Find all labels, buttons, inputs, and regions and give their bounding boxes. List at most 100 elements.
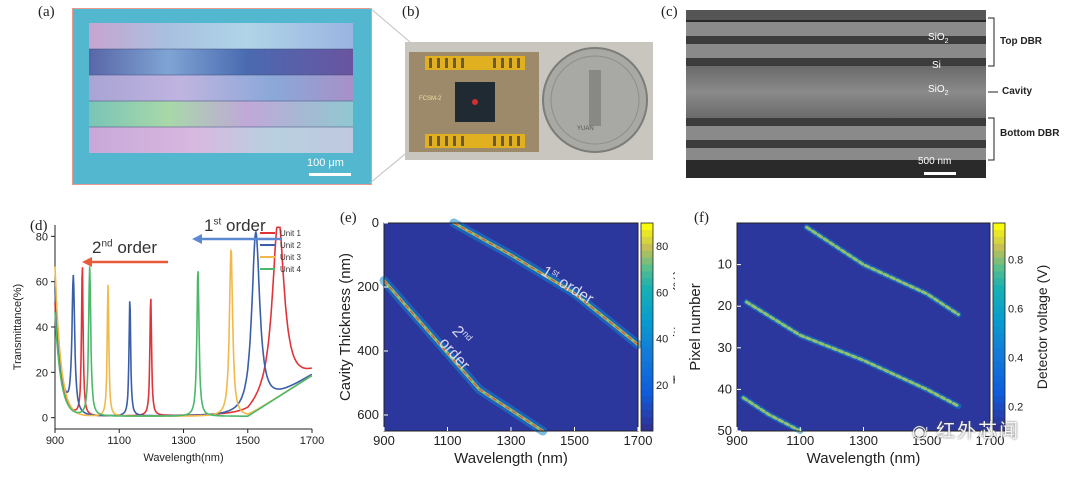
colorbar-tick-label: 0.2 [1008, 402, 1023, 414]
heatmap-band [741, 396, 802, 433]
colorbar-segment [641, 368, 653, 377]
colorbar-segment [641, 257, 653, 266]
x-tick-label: 1100 [434, 433, 462, 448]
panel-d-label: (d) [30, 218, 48, 234]
x-tick-label: 1300 [497, 433, 526, 448]
colorbar-segment [993, 257, 1005, 266]
colorbar-segment [993, 410, 1005, 418]
colorbar-segment [993, 264, 1005, 273]
x-tick-label: 900 [373, 433, 395, 448]
series-line-unit-4 [54, 266, 313, 417]
colorbar-segment [993, 285, 1005, 293]
colorbar-segment [993, 292, 1005, 300]
colorbar-segment [641, 403, 653, 411]
colorbar-segment [641, 243, 653, 252]
y-axis-title: Cavity Thickness (nm) [337, 253, 354, 401]
colorbar-title: Detector voltage (V) [1034, 265, 1050, 390]
colorbar-segment [641, 375, 653, 383]
heatmap-background [737, 223, 990, 431]
colorbar-segment [993, 417, 1005, 425]
colorbar-segment [993, 361, 1005, 370]
order-sup: st [213, 216, 222, 228]
colorbar-segment [993, 223, 1005, 231]
x-axis-title: Wavelength (nm) [807, 450, 921, 467]
colorbar-segment [993, 375, 1005, 383]
colorbar-segment [993, 368, 1005, 377]
first-order-annotation: 1st order [204, 216, 266, 236]
colorbar-frame [992, 222, 1006, 432]
panel-c-label: (c) [661, 4, 678, 20]
colorbar-segment [641, 285, 653, 293]
bracket-bottom-dbr: Bottom DBR [1000, 128, 1060, 139]
panel-c-sem-image: SiO2 Si SiO2 500 nm [686, 10, 986, 178]
y-tick-label: 30 [718, 340, 732, 355]
colorbar-tick-label: 20 [656, 380, 668, 392]
colorbar-segment [993, 403, 1005, 411]
blue-arrow [192, 234, 282, 244]
colorbar-segment [993, 382, 1005, 390]
chip-label: FCSM-2 [419, 96, 442, 102]
bracket-top-dbr: Top DBR [1000, 36, 1043, 47]
watermark-text: 红外芯闻 [936, 421, 1021, 442]
legend-label: Unit 4 [280, 265, 301, 274]
y-tick-label: 40 [718, 381, 732, 396]
legend-label: Unit 1 [280, 229, 301, 238]
colorbar-segment [641, 306, 653, 314]
wechat-icon: ◉ [912, 422, 929, 441]
colorbar-tick-label: 0.8 [1008, 255, 1023, 267]
watermark: ◉ 红外芯闻 [912, 416, 1020, 443]
colorbar-segment [993, 271, 1005, 279]
x-axis-title: Wavelength (nm) [454, 450, 568, 467]
y-tick-label: 20 [36, 367, 48, 379]
order-number: 1 [204, 216, 214, 235]
y-tick-label: 50 [718, 423, 732, 438]
x-tick-label: 1500 [912, 433, 941, 448]
legend-label: Unit 2 [280, 241, 301, 250]
colorbar-segment [993, 389, 1005, 397]
colorbar-segment [641, 264, 653, 273]
transmittance-chart: 900 1100 1300 1500 1700 0 20 40 60 80 Wavelength(n… [12, 225, 324, 464]
order-word: order [225, 216, 266, 235]
y-tick-label: 20 [718, 298, 732, 313]
x-tick-label: 1700 [976, 433, 1005, 448]
panel-a-label: (a) [38, 4, 55, 20]
colorbar-segment [993, 333, 1005, 342]
order-word: order [117, 238, 158, 257]
y-tick-label: 60 [36, 277, 48, 289]
colorbar-segment [641, 236, 653, 245]
colorbar-segment [641, 327, 653, 335]
layer-sio2-cavity: SiO2 [928, 84, 949, 97]
layer-label: SiO [928, 32, 945, 43]
filter-array-image [89, 23, 353, 176]
cavity-heatmap: 900 1100 1300 1500 1700 0 200 400 600 Wavelength … [337, 215, 675, 467]
colorbar-segment [993, 243, 1005, 252]
panel-e-label: (e) [340, 210, 357, 226]
colorbar-segment [993, 229, 1005, 238]
fit-curve [383, 280, 544, 432]
y-tick-label: 600 [357, 407, 379, 422]
panel-a-micrograph: 100 μm [72, 8, 372, 185]
colorbar-segment [641, 278, 653, 286]
colorbar-segment [641, 229, 653, 238]
x-axis-title: Wavelength(nm) [143, 452, 223, 464]
panel-c-brackets [988, 17, 998, 161]
colorbar-segment [641, 347, 653, 356]
layer-sio2-top: SiO2 [928, 32, 949, 45]
x-tick-label: 1300 [849, 433, 878, 448]
pixel-heatmap: 900 1100 1300 1500 1700 10 20 30 40 50 Wavelength … [688, 222, 1050, 467]
fit-curve [453, 222, 639, 346]
heatmap-band [745, 300, 960, 408]
x-tick-label: 1100 [107, 435, 131, 447]
y-tick-label: 80 [36, 231, 48, 243]
x-tick-label: 900 [726, 433, 748, 448]
colorbar-segment [641, 361, 653, 370]
colorbar-segment [641, 396, 653, 404]
order-sup: nd [101, 238, 113, 250]
y-tick-label: 200 [357, 279, 379, 294]
red-arrow [82, 257, 168, 267]
colorbar-segment [993, 396, 1005, 404]
colorbar-segment [993, 299, 1005, 307]
x-tick-label: 1300 [171, 435, 195, 447]
colorbar-segment [993, 306, 1005, 314]
y-tick-label: 0 [372, 215, 379, 230]
